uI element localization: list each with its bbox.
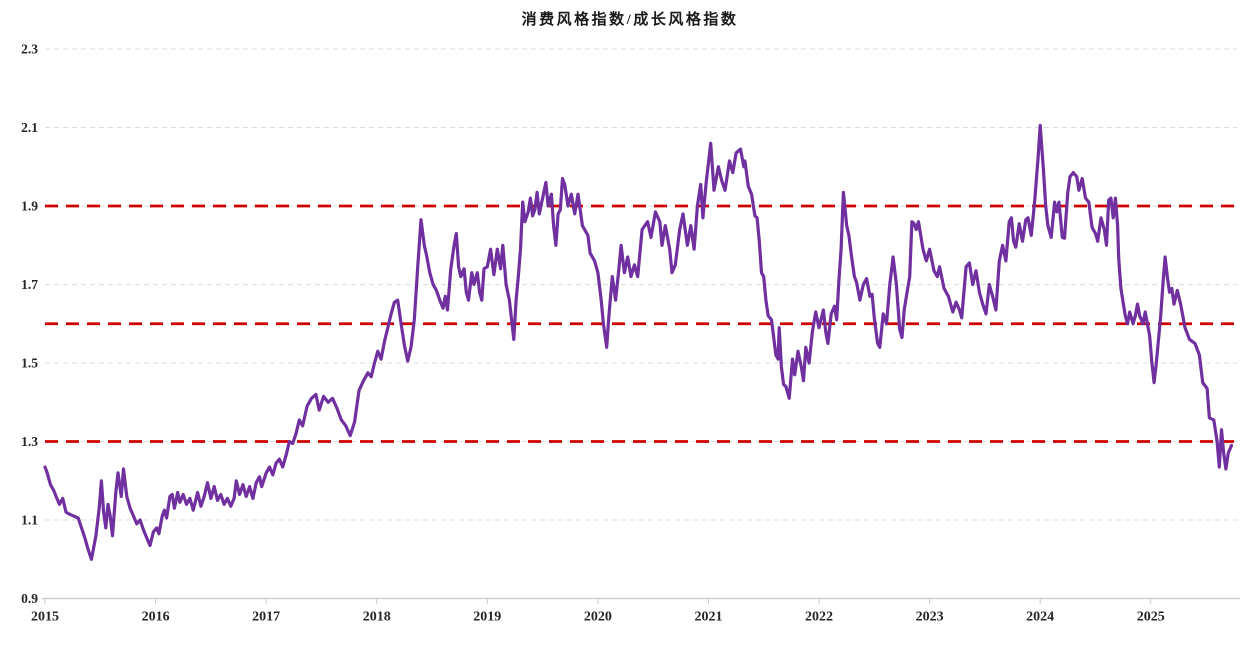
x-tick-label-2020: 2020 [584, 610, 612, 625]
y-tick-label-1.3: 1.3 [21, 434, 38, 449]
y-tick-label-1.5: 1.5 [21, 356, 38, 371]
x-tick-label-2016: 2016 [142, 610, 170, 625]
x-tick-label-2025: 2025 [1137, 610, 1165, 625]
series-line-0 [43, 123, 1234, 561]
y-tick-label-0.9: 0.9 [21, 591, 38, 606]
x-tick-label-2018: 2018 [363, 610, 391, 625]
x-tick-label-2019: 2019 [473, 610, 501, 625]
x-tick-label-2017: 2017 [252, 610, 280, 625]
y-tick-label-2.3: 2.3 [21, 42, 38, 57]
x-tick-label-2024: 2024 [1026, 610, 1054, 625]
y-tick-label-1.9: 1.9 [21, 199, 38, 214]
chart-title: 消费风格指数/成长风格指数 [521, 12, 739, 28]
y-tick-label-1.7: 1.7 [21, 277, 38, 292]
x-tick-label-2022: 2022 [805, 610, 833, 625]
y-tick-label-2.1: 2.1 [21, 120, 38, 135]
x-tick-label-2021: 2021 [694, 610, 722, 625]
y-tick-label-1.1: 1.1 [21, 513, 38, 528]
x-tick-label-2015: 2015 [31, 610, 59, 625]
x-tick-label-2023: 2023 [916, 610, 944, 625]
